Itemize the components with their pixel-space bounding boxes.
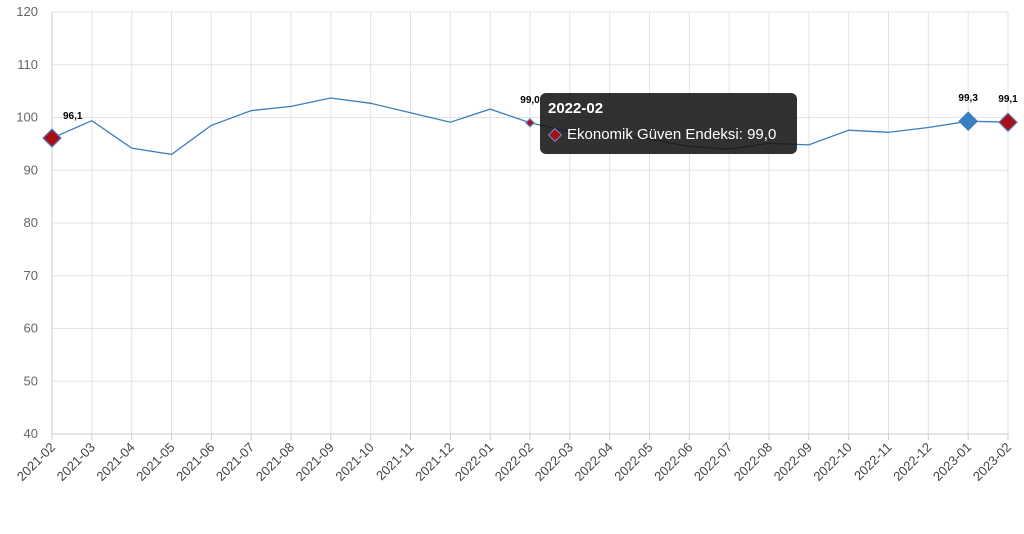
x-tick-label: 2021-12 — [412, 440, 456, 484]
highlight-marker — [42, 128, 62, 148]
y-tick-label: 70 — [24, 268, 38, 283]
x-tick-label: 2021-05 — [133, 440, 177, 484]
x-tick-label: 2022-08 — [731, 440, 775, 484]
x-tick-label: 2022-01 — [452, 440, 496, 484]
data-label: 99,1 — [998, 94, 1018, 105]
x-tick-label: 2022-06 — [651, 440, 695, 484]
y-tick-label: 80 — [24, 215, 38, 230]
x-tick-label: 2021-10 — [332, 440, 376, 484]
y-tick-label: 110 — [17, 57, 38, 72]
x-tick-label: 2021-04 — [93, 440, 137, 484]
data-label: 99,3 — [958, 93, 978, 104]
y-tick-label: 100 — [16, 110, 38, 125]
x-tick-label: 2021-08 — [253, 440, 297, 484]
x-tick-label: 2022-11 — [851, 440, 895, 484]
x-tick-label: 2022-05 — [611, 440, 655, 484]
data-label-layer: 96,1 99,0 99,3 99,1 — [63, 93, 1018, 122]
x-tick-label: 2021-06 — [173, 440, 217, 484]
y-tick-label: 60 — [24, 321, 38, 336]
x-tick-label: 2023-02 — [970, 440, 1014, 484]
grid — [51, 11, 1009, 435]
x-tick-label: 2022-07 — [691, 440, 735, 484]
y-tick-label: 50 — [24, 373, 38, 388]
data-label: 99,0 — [520, 95, 540, 106]
highlight-marker — [525, 117, 535, 128]
highlight-marker — [998, 112, 1018, 133]
data-label: 96,1 — [63, 111, 83, 122]
y-tick-label: 40 — [24, 426, 38, 441]
x-tick-label: 2022-02 — [492, 440, 536, 484]
x-tick-label: 2022-09 — [771, 440, 815, 484]
tooltip: 2022-02 Ekonomik Güven Endeksi: 99,0 — [540, 93, 797, 154]
x-tick-label: 2021-02 — [14, 440, 58, 484]
marker-layer — [42, 111, 1018, 148]
x-tick-label: 2023-01 — [930, 440, 974, 484]
y-tick-label: 120 — [16, 4, 38, 19]
x-tick-label: 2022-12 — [890, 440, 934, 484]
x-tick-label: 2021-09 — [293, 440, 337, 484]
y-axis: 40 50 60 70 80 90 100 110 120 — [16, 4, 53, 441]
x-tick-label: 2021-03 — [54, 440, 98, 484]
highlight-marker — [958, 111, 979, 132]
diamond-marker-icon — [547, 127, 563, 143]
x-axis: 2021-022021-032021-042021-052021-062021-… — [14, 433, 1014, 484]
tooltip-row: Ekonomik Güven Endeksi: 99,0 — [547, 126, 789, 144]
y-tick-label: 90 — [24, 162, 38, 177]
tooltip-text: Ekonomik Güven Endeksi: 99,0 — [567, 126, 777, 143]
x-tick-label: 2022-10 — [810, 440, 854, 484]
x-tick-label: 2022-04 — [571, 440, 615, 484]
tooltip-title: 2022-02 — [548, 100, 604, 117]
x-tick-label: 2022-03 — [532, 440, 576, 484]
x-tick-label: 2021-07 — [213, 440, 257, 484]
x-tick-label: 2021-11 — [373, 440, 417, 484]
